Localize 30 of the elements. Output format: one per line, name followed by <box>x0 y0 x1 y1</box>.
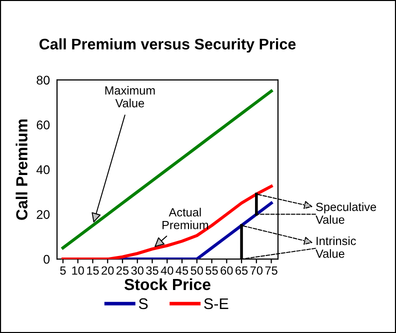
x-tick-label: 65 <box>236 266 248 275</box>
y-tick-label: 60 <box>36 120 50 130</box>
x-tick-label: 20 <box>102 266 114 275</box>
x-tick-label: 30 <box>131 266 144 275</box>
legend-label: S-E <box>204 298 228 310</box>
x-tick-label: 45 <box>176 266 188 275</box>
y-tick-label: 80 <box>36 76 50 85</box>
x-tick-label: 40 <box>160 266 174 275</box>
x-tick-label: 25 <box>116 266 129 275</box>
x-tick-label: 10 <box>72 266 84 275</box>
x-tick-label: 15 <box>87 266 99 275</box>
y-tick-label: 0 <box>44 254 50 264</box>
x-tick-label: 35 <box>146 266 158 275</box>
x-tick-label: 75 <box>265 266 278 275</box>
x-tick-label: 60 <box>220 266 233 275</box>
x-axis-title: Stock Price <box>124 278 210 290</box>
line-series <box>61 184 273 260</box>
y-axis-title: Call Premium <box>16 119 28 220</box>
x-tick-label: 50 <box>190 266 203 275</box>
annotation: Speculative Value <box>316 202 376 224</box>
x-tick-label: 5 <box>60 266 66 275</box>
annotation: Actual Premium <box>162 208 208 230</box>
y-tick-label: 40 <box>36 165 50 174</box>
x-tick-label: 70 <box>250 266 263 275</box>
y-tick-label: 20 <box>36 210 50 219</box>
annotation: Maximum Value <box>105 86 155 108</box>
x-tick-label: 55 <box>206 266 218 275</box>
annotation: Intrinsic Value <box>316 236 356 258</box>
chart-title: Call Premium versus Security Price <box>39 38 296 53</box>
legend-label: S <box>138 298 148 310</box>
